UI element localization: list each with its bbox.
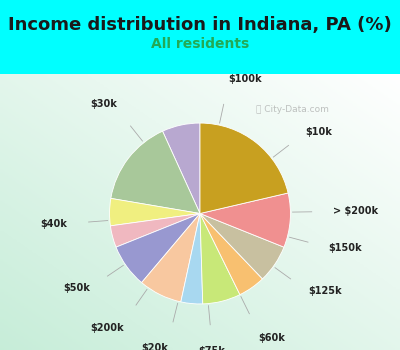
Text: $75k: $75k xyxy=(199,346,226,350)
Text: $40k: $40k xyxy=(40,219,67,229)
Text: $60k: $60k xyxy=(259,333,286,343)
Text: $200k: $200k xyxy=(90,322,124,332)
Text: All residents: All residents xyxy=(151,37,249,51)
Wedge shape xyxy=(162,123,200,214)
Wedge shape xyxy=(200,193,290,247)
Text: $125k: $125k xyxy=(308,286,342,296)
Text: ⓘ City-Data.com: ⓘ City-Data.com xyxy=(256,105,328,114)
Text: $150k: $150k xyxy=(328,243,362,253)
Text: Income distribution in Indiana, PA (%): Income distribution in Indiana, PA (%) xyxy=(8,16,392,34)
Text: $20k: $20k xyxy=(141,343,168,350)
Text: > $200k: > $200k xyxy=(333,206,378,216)
Wedge shape xyxy=(110,198,200,226)
Wedge shape xyxy=(200,214,284,279)
Wedge shape xyxy=(200,214,262,295)
Wedge shape xyxy=(200,123,288,214)
Wedge shape xyxy=(200,214,240,304)
Text: $50k: $50k xyxy=(63,283,90,293)
Text: $30k: $30k xyxy=(90,99,117,109)
Text: $10k: $10k xyxy=(306,127,332,138)
Wedge shape xyxy=(110,214,200,247)
Wedge shape xyxy=(116,214,200,282)
Text: $100k: $100k xyxy=(228,74,262,84)
Wedge shape xyxy=(181,214,203,304)
Wedge shape xyxy=(111,131,200,214)
Wedge shape xyxy=(142,214,200,302)
